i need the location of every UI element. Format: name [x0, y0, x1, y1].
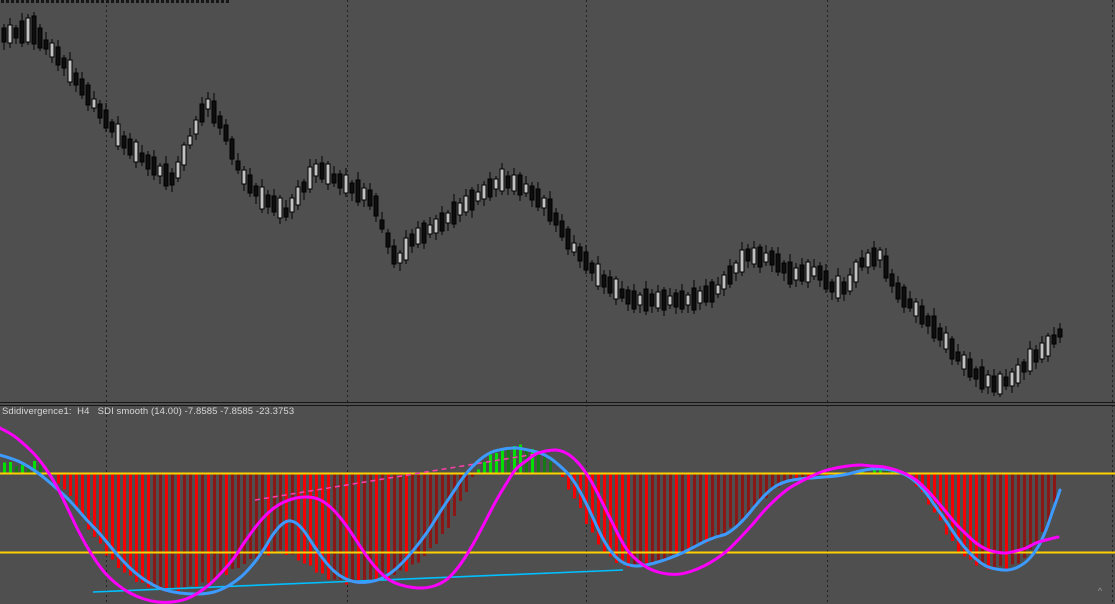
pane-separator[interactable]	[0, 402, 1115, 406]
corner-marker-icon: ^	[1097, 586, 1103, 596]
grid-lines	[106, 0, 1113, 604]
candles-layer	[1, 12, 1063, 397]
indicator-label: Sdidivergence1: H4 SDI smooth (14.00) -7…	[2, 406, 295, 417]
sdi-histogram-layer	[3, 444, 1056, 592]
sdi-smooth-line-blue	[0, 446, 1062, 596]
divergence-trendline-dashed[interactable]	[254, 451, 549, 501]
level-lines	[0, 472, 1115, 554]
clipped-window-title	[1, 0, 229, 3]
sdi-signal-line-magenta	[0, 426, 1060, 604]
